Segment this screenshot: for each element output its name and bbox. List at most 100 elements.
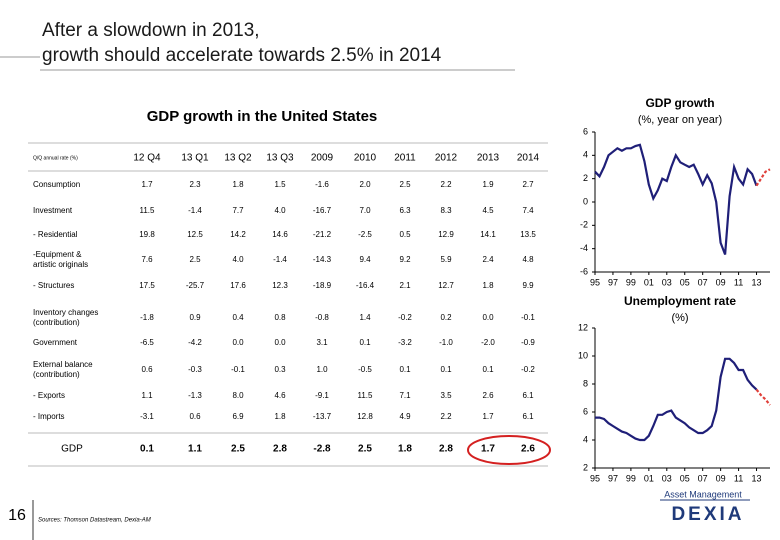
cell: 0.9 bbox=[189, 313, 201, 322]
x-tick-label: 95 bbox=[590, 277, 600, 287]
row-label: (contribution) bbox=[33, 318, 80, 327]
cell: -6.5 bbox=[140, 338, 154, 347]
cell: -14.3 bbox=[313, 255, 332, 264]
cell: 7.4 bbox=[522, 206, 534, 215]
row-label: Consumption bbox=[33, 180, 80, 189]
cell: -2.5 bbox=[358, 230, 372, 239]
series-line bbox=[755, 388, 771, 406]
y-tick-label: 8 bbox=[583, 378, 588, 388]
cell: 12.9 bbox=[438, 230, 454, 239]
cell: 4.0 bbox=[274, 206, 286, 215]
cell: 5.9 bbox=[440, 255, 452, 264]
cell: 0.1 bbox=[399, 365, 411, 374]
cell: -0.1 bbox=[231, 365, 245, 374]
x-tick-label: 13 bbox=[752, 473, 762, 483]
chart-subtitle: (%, year on year) bbox=[638, 114, 722, 126]
x-tick-label: 97 bbox=[608, 473, 618, 483]
row-label: Investment bbox=[33, 206, 73, 215]
x-tick-label: 09 bbox=[716, 473, 726, 483]
cell: 0.1 bbox=[359, 338, 371, 347]
cell: 1.8 bbox=[274, 412, 286, 421]
row-label: - Residential bbox=[33, 230, 78, 239]
cell: 2.8 bbox=[273, 444, 287, 455]
cell: 14.2 bbox=[230, 230, 246, 239]
x-tick-label: 01 bbox=[644, 473, 654, 483]
cell: -2.8 bbox=[313, 444, 331, 455]
y-tick-label: 4 bbox=[583, 434, 588, 444]
source: Sources: Thomson Datastream, Dexia-AM bbox=[38, 518, 151, 524]
cell: 0.1 bbox=[440, 365, 452, 374]
cell: 9.9 bbox=[522, 281, 534, 290]
cell: 19.8 bbox=[139, 230, 155, 239]
cell: 0.4 bbox=[232, 313, 244, 322]
cell: 0.2 bbox=[440, 313, 452, 322]
cell: -18.9 bbox=[313, 281, 332, 290]
x-tick-label: 95 bbox=[590, 473, 600, 483]
logo-name: DEXIA bbox=[671, 504, 744, 525]
chart-title: GDP growth bbox=[645, 96, 714, 110]
row-label: Inventory changes bbox=[33, 308, 98, 317]
cell: -16.4 bbox=[356, 281, 375, 290]
cell: 7.0 bbox=[359, 206, 371, 215]
y-tick-label: -4 bbox=[580, 243, 588, 253]
cell: 4.6 bbox=[274, 391, 286, 400]
cell: -3.1 bbox=[140, 412, 154, 421]
cell: 2.7 bbox=[522, 180, 534, 189]
cell: 12.8 bbox=[357, 412, 373, 421]
cell: 12.3 bbox=[272, 281, 288, 290]
cell: -25.7 bbox=[186, 281, 205, 290]
y-tick-label: 12 bbox=[578, 322, 588, 332]
row-label: GDP bbox=[61, 444, 83, 455]
cell: 14.1 bbox=[480, 230, 496, 239]
chart-title: Unemployment rate bbox=[624, 294, 736, 308]
x-tick-label: 99 bbox=[626, 277, 636, 287]
cell: -4.2 bbox=[188, 338, 202, 347]
cell: 0.1 bbox=[482, 365, 494, 374]
x-tick-label: 01 bbox=[644, 277, 654, 287]
cell: 4.0 bbox=[232, 255, 244, 264]
cell: -0.8 bbox=[315, 313, 329, 322]
cell: 2.5 bbox=[231, 444, 245, 455]
column-header: 12 Q4 bbox=[133, 153, 161, 164]
cell: 0.8 bbox=[274, 313, 286, 322]
cell: -13.7 bbox=[313, 412, 332, 421]
highlight-ellipse bbox=[467, 435, 551, 465]
x-tick-label: 97 bbox=[608, 277, 618, 287]
cell: 12.5 bbox=[187, 230, 203, 239]
row-label: Government bbox=[33, 338, 78, 347]
cell: -0.3 bbox=[188, 365, 202, 374]
cell: 0.0 bbox=[274, 338, 286, 347]
cell: -2.0 bbox=[481, 338, 495, 347]
cell: 13.5 bbox=[520, 230, 536, 239]
cell: 2.5 bbox=[358, 444, 372, 455]
cell: 1.7 bbox=[141, 180, 153, 189]
cell: 3.5 bbox=[440, 391, 452, 400]
cell: 0.1 bbox=[140, 444, 154, 455]
column-header: 2012 bbox=[435, 153, 458, 164]
row-label: - Structures bbox=[33, 281, 74, 290]
cell: 1.8 bbox=[482, 281, 494, 290]
y-tick-label: 6 bbox=[583, 406, 588, 416]
cell: -0.2 bbox=[398, 313, 412, 322]
cell: 1.1 bbox=[188, 444, 202, 455]
cell: -0.9 bbox=[521, 338, 535, 347]
cell: 2.3 bbox=[189, 180, 201, 189]
cell: 2.8 bbox=[439, 444, 453, 455]
cell: 9.4 bbox=[359, 255, 371, 264]
cell: -9.1 bbox=[315, 391, 329, 400]
x-tick-label: 05 bbox=[680, 277, 690, 287]
table-title: GDP growth in the United States bbox=[147, 108, 378, 125]
cell: 1.1 bbox=[141, 391, 153, 400]
cell: 4.5 bbox=[482, 206, 494, 215]
column-header: 2011 bbox=[394, 153, 416, 164]
cell: -1.3 bbox=[188, 391, 202, 400]
cell: 1.5 bbox=[274, 180, 286, 189]
column-header: 2014 bbox=[517, 153, 540, 164]
column-header: 13 Q1 bbox=[181, 153, 209, 164]
series-line bbox=[594, 143, 758, 255]
cell: 6.9 bbox=[232, 412, 244, 421]
page-number: 16 bbox=[8, 507, 26, 524]
cell: 8.3 bbox=[440, 206, 452, 215]
chart-subtitle: (%) bbox=[671, 312, 688, 324]
